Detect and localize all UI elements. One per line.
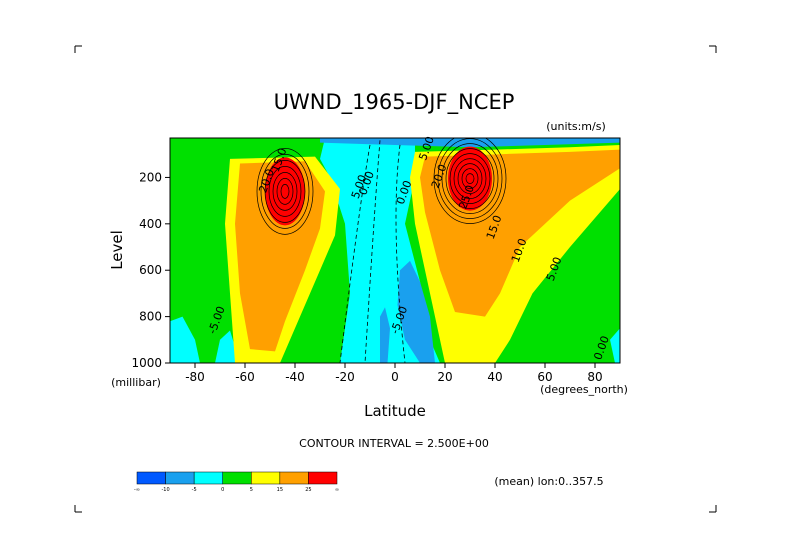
x-tick-label: 40 <box>487 370 502 384</box>
southern-jet-contour <box>264 160 306 223</box>
stratosphere-band <box>320 138 620 148</box>
southern-jet-contour <box>260 154 310 229</box>
contour-interval-text: CONTOUR INTERVAL = 2.500E+00 <box>299 437 489 450</box>
x-tick-label: -20 <box>335 370 355 384</box>
x-tick-label: 60 <box>537 370 552 384</box>
southern-jet-contour <box>276 178 294 205</box>
colorbar-label: ∞ <box>335 487 339 493</box>
y-tick-label: 800 <box>139 310 162 324</box>
x-tick-label: 20 <box>437 370 452 384</box>
colorbar-swatch <box>251 471 281 485</box>
northern-jet-contour <box>457 163 483 194</box>
northern-jet-contour <box>433 138 507 224</box>
easterly-core <box>380 307 390 363</box>
y-axis: 200 400 600 800 1000 <box>131 170 170 370</box>
northern-jet-contour <box>441 143 499 214</box>
southern-jet-contour <box>280 184 290 199</box>
contour-lines <box>256 138 507 363</box>
crop-marks <box>74 45 717 513</box>
colorbar-swatch <box>193 471 223 485</box>
southern-jet-contour <box>272 172 298 211</box>
southern-jet-contour <box>268 166 302 217</box>
colorbar-label: 0 <box>221 487 224 493</box>
colorbar-swatch <box>279 471 309 485</box>
easterly-region <box>215 330 240 363</box>
northern-jet-core <box>448 146 492 211</box>
easterly-contour <box>364 140 381 363</box>
colorbar-label: 25 <box>305 487 311 493</box>
y-tick-label: 600 <box>139 263 162 277</box>
y-units: (millibar) <box>111 376 161 389</box>
x-tick-label: -40 <box>285 370 305 384</box>
colorbar-swatch <box>222 471 252 485</box>
units-label: (units:m/s) <box>546 120 606 133</box>
southern-jet-contour <box>256 148 314 235</box>
y-tick-label: 400 <box>139 217 162 231</box>
chart-title: UWND_1965-DJF_NCEP <box>274 90 515 115</box>
easterly-core <box>397 260 435 363</box>
colorbar-label: 5 <box>250 487 253 493</box>
colorbar-swatch <box>308 471 338 485</box>
easterly-region <box>170 316 200 363</box>
contour-fields <box>170 138 620 363</box>
x-tick-label: -60 <box>235 370 255 384</box>
x-tick-label: -80 <box>185 370 205 384</box>
colorbar-label: 15 <box>277 487 283 493</box>
northern-jet-contour <box>445 148 495 209</box>
x-axis-label: Latitude <box>364 402 426 420</box>
y-axis-label: Level <box>108 230 126 270</box>
southern-jet-core <box>265 157 305 226</box>
northern-jet-contour <box>465 173 475 184</box>
y-tick-label: 200 <box>139 170 162 184</box>
southern-jet-orange <box>235 161 325 352</box>
footer-note: (mean) lon:0..357.5 <box>494 475 603 488</box>
northern-jet-contour <box>437 138 503 219</box>
x-tick-label: 0 <box>391 370 399 384</box>
colorbar: -∞ -10 -5 0 5 15 25 ∞ <box>134 471 339 493</box>
colorbar-swatch <box>136 471 166 485</box>
northern-jet-contour <box>453 158 487 199</box>
colorbar-label: -∞ <box>134 487 140 493</box>
colorbar-label: -5 <box>192 487 197 493</box>
easterly-region <box>610 328 620 363</box>
x-units: (degrees_north) <box>540 383 628 396</box>
northern-jet-contour <box>449 153 491 204</box>
colorbar-label: -10 <box>161 487 169 493</box>
x-axis: -80 -60 -40 -20 0 20 40 60 80 <box>185 363 603 384</box>
y-tick-label: 1000 <box>131 356 162 370</box>
x-tick-label: 80 <box>587 370 602 384</box>
easterly-contour <box>339 144 371 363</box>
colorbar-swatch <box>165 471 195 485</box>
easterly-contour <box>395 144 406 363</box>
northern-jet-contour <box>461 168 479 189</box>
